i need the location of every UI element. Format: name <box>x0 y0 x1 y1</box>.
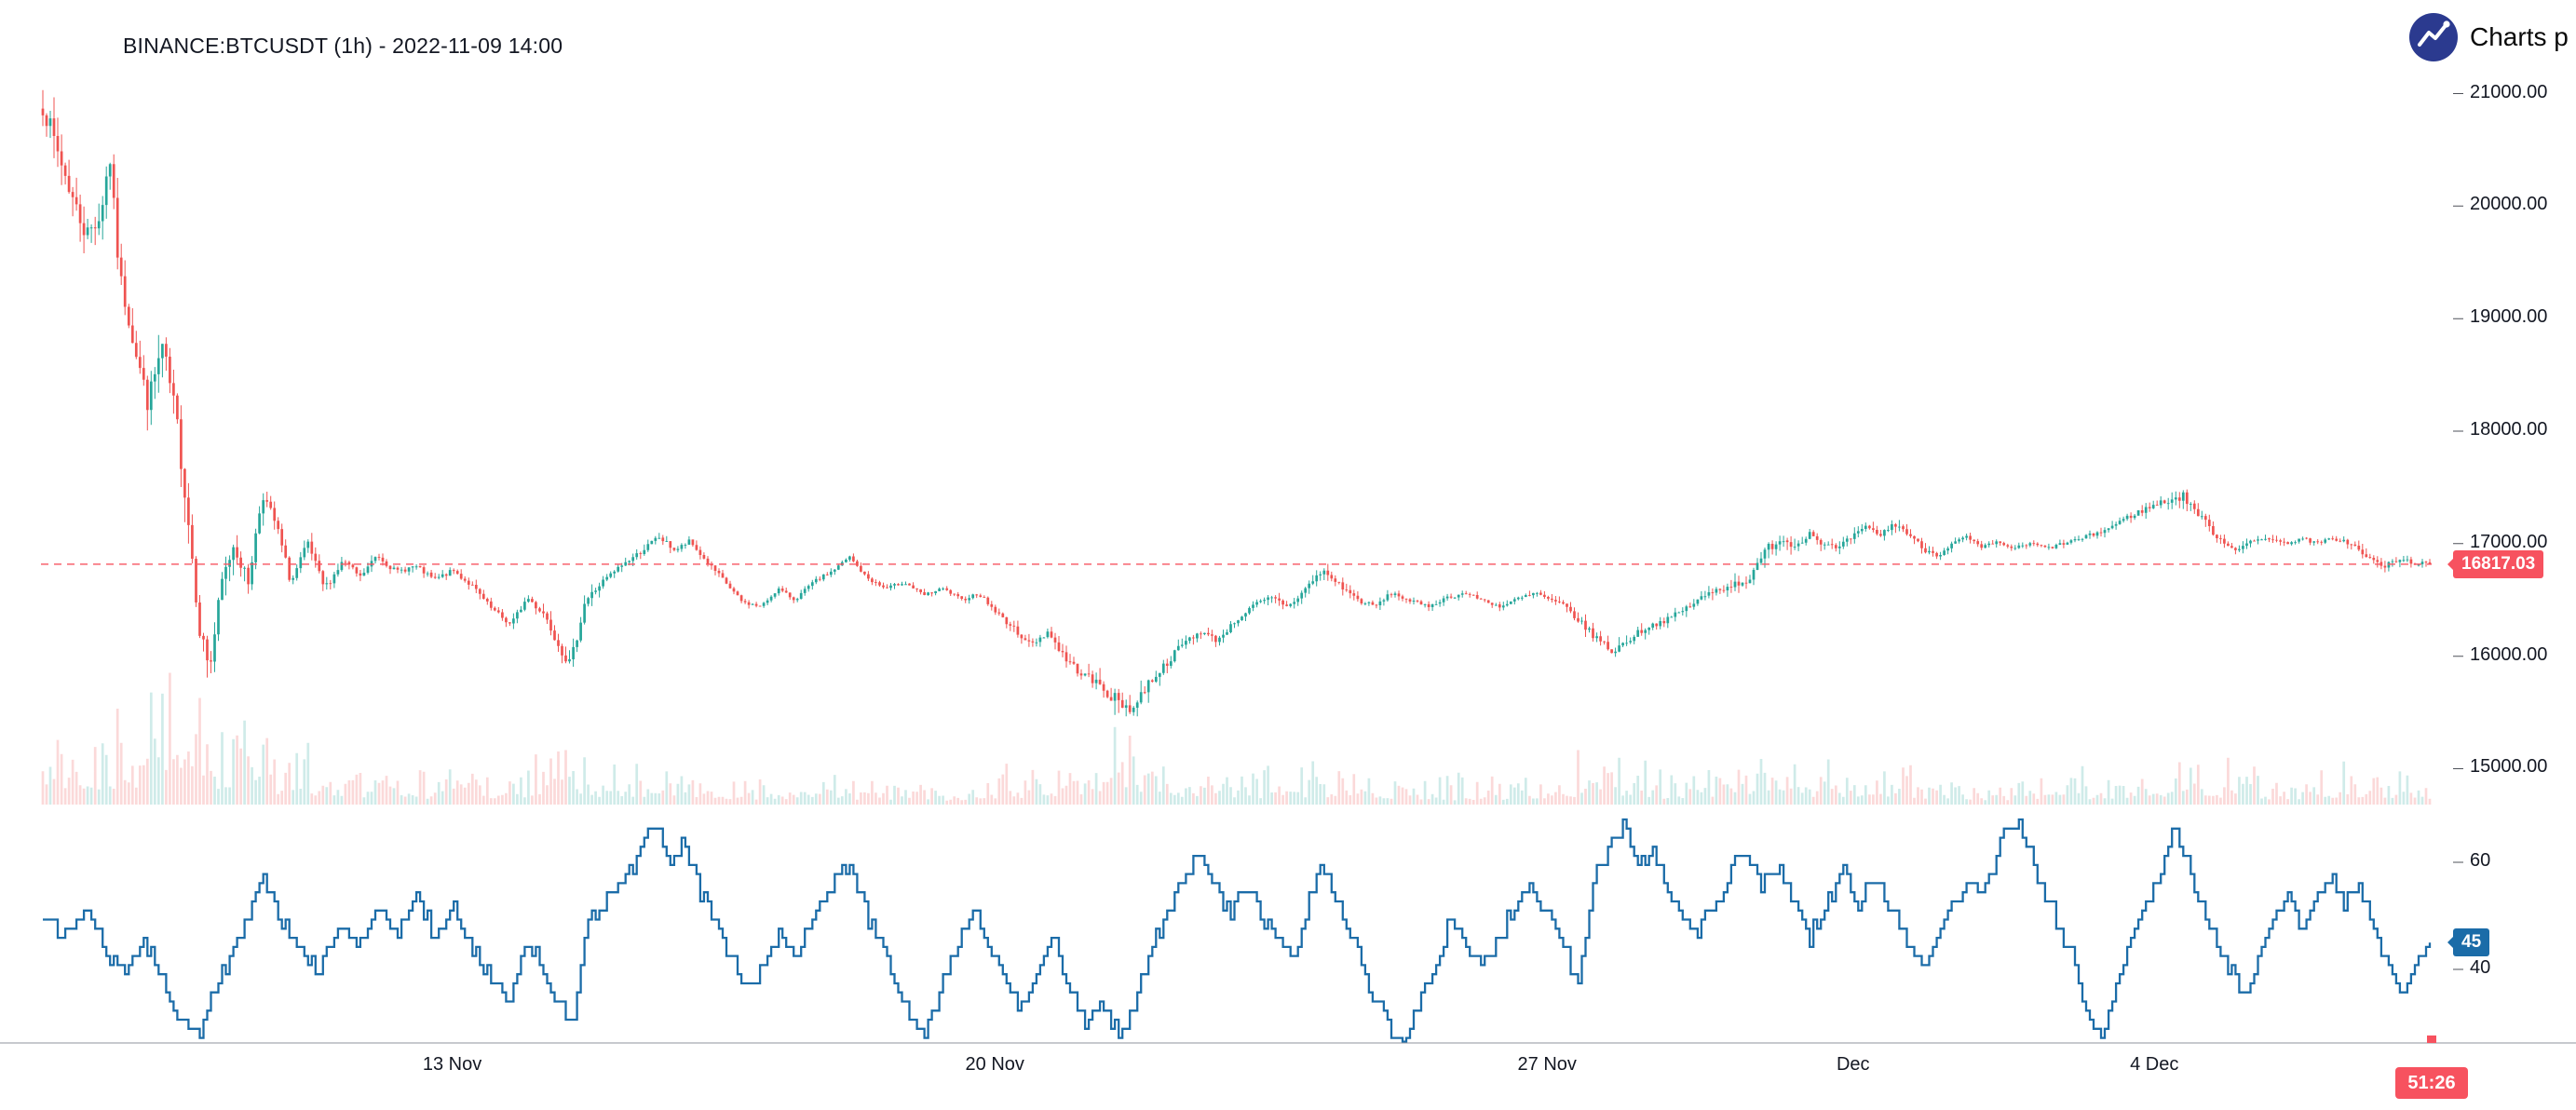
price-tick-label: 16000.00 <box>2470 643 2548 665</box>
price-tick-label: 15000.00 <box>2470 756 2548 778</box>
price-tick-label: 18000.00 <box>2470 418 2548 440</box>
last-price-tag: 16817.03 <box>2447 550 2544 578</box>
attribution-text: Charts p <box>2470 22 2569 51</box>
rsi-value-tag: 45 <box>2447 928 2490 956</box>
bar-countdown-badge: 51:26 <box>2395 1067 2468 1099</box>
date-label: 20 Nov <box>965 1054 1024 1075</box>
charts-attribution-link[interactable]: Charts p <box>2408 11 2569 63</box>
date-label: 4 Dec <box>2130 1054 2179 1075</box>
rsi-tick-label: 60 <box>2470 850 2491 871</box>
volume-bars-down <box>41 672 2432 805</box>
date-label: 13 Nov <box>422 1054 482 1075</box>
rsi-tick-label: 40 <box>2470 957 2491 978</box>
price-tick-label: 17000.00 <box>2470 531 2548 552</box>
axis-tick-marks <box>2453 93 2463 970</box>
candle-wicks-up <box>49 111 2423 717</box>
chart-title: BINANCE:BTCUSDT (1h) - 2022-11-09 14:00 <box>123 34 563 58</box>
date-label: Dec <box>1836 1054 1870 1075</box>
volume-bars-up <box>48 692 2424 805</box>
candle-bodies-down <box>41 108 2432 712</box>
rsi-line <box>43 818 2432 1043</box>
date-label: 27 Nov <box>1517 1054 1577 1075</box>
chart-line-icon <box>2409 13 2458 61</box>
current-time-marker <box>2427 1036 2436 1043</box>
price-tick-label: 20000.00 <box>2470 194 2548 215</box>
candle-bodies-up <box>48 118 2424 712</box>
candle-wicks-down <box>42 89 2431 714</box>
price-tick-label: 21000.00 <box>2470 81 2548 102</box>
price-tick-label: 19000.00 <box>2470 306 2548 328</box>
